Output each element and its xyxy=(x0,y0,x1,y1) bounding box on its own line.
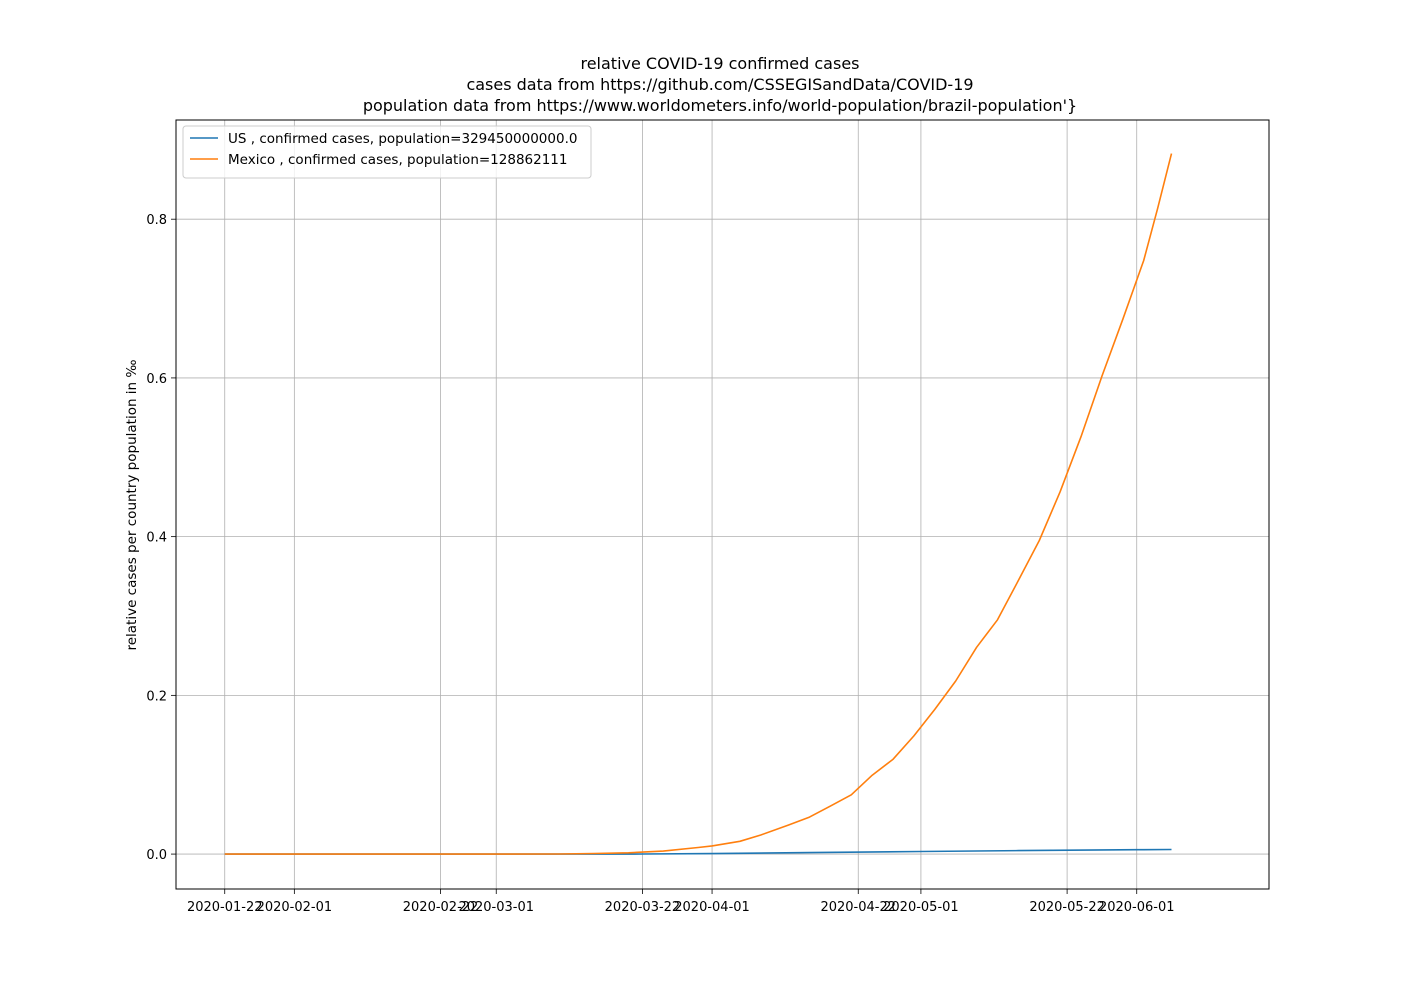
series-layer xyxy=(224,153,1173,855)
x-tick-label: 2020-02-01 xyxy=(257,900,333,915)
legend: US , confirmed cases, population=3294500… xyxy=(182,125,592,179)
y-tick-label: 0.6 xyxy=(146,372,167,387)
x-tick-label: 2020-03-22 xyxy=(605,900,681,915)
y-axis-label: relative cases per country population in… xyxy=(124,359,140,650)
y-axis-ticks: 0.0 0.2 0.4 0.6 0.8 xyxy=(146,213,176,863)
x-tick-label: 2020-06-01 xyxy=(1099,900,1175,915)
x-tick-label: 2020-04-01 xyxy=(674,900,750,915)
x-tick-label: 2020-02-22 xyxy=(403,900,479,915)
series-line-1 xyxy=(224,153,1173,855)
y-tick-label: 0.8 xyxy=(146,213,167,228)
y-tick-label: 0.2 xyxy=(146,689,167,704)
x-tick-label: 2020-05-01 xyxy=(883,900,959,915)
x-tick-label: 2020-05-22 xyxy=(1029,900,1105,915)
legend-label-1: Mexico , confirmed cases, population=128… xyxy=(228,152,567,168)
plot-frame xyxy=(175,119,1270,890)
chart-subtitle-line-2: population data from https://www.worldom… xyxy=(362,96,1078,115)
y-tick-label: 0.0 xyxy=(146,848,167,863)
legend-label-0: US , confirmed cases, population=3294500… xyxy=(228,131,577,147)
chart-subtitle-line-1: cases data from https://github.com/CSSEG… xyxy=(466,75,974,94)
chart-title: relative COVID-19 confirmed cases xyxy=(580,54,860,73)
x-tick-label: 2020-01-22 xyxy=(187,900,263,915)
x-tick-label: 2020-04-22 xyxy=(820,900,896,915)
legend-box xyxy=(182,125,592,179)
grid-lines xyxy=(176,120,1269,889)
x-tick-label: 2020-03-01 xyxy=(458,900,534,915)
y-tick-label: 0.4 xyxy=(146,531,167,546)
